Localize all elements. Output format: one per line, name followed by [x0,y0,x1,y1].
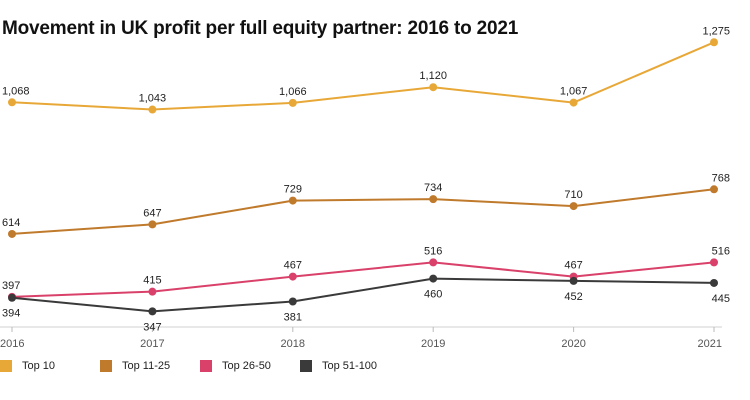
x-tick-label: 2020 [561,338,585,350]
legend-item-top-10: Top 10 [0,360,55,372]
data-label-top-26-50: 467 [564,260,582,272]
data-point-top-11-25 [569,202,578,211]
data-label-top-11-25: 768 [712,172,730,184]
data-label-top-10: 1,120 [419,70,447,82]
data-point-top-11-25 [148,220,157,229]
data-label-top-51-100: 460 [424,289,442,301]
data-label-top-11-25: 647 [143,207,161,219]
legend-label: Top 51-100 [322,360,378,372]
data-label-top-51-100: 445 [712,293,730,305]
data-point-top-10 [288,98,297,107]
legend-swatch [200,360,212,372]
data-point-top-11-25 [710,185,718,194]
x-tick-label: 2016 [0,338,24,350]
data-label-top-11-25: 734 [424,182,442,194]
data-point-top-10 [710,38,718,47]
series-line-top-11-25 [11,188,715,235]
data-point-top-26-50 [429,258,438,267]
data-label-top-51-100: 347 [143,321,161,333]
x-tick-label: 2021 [698,338,722,350]
data-point-top-26-50 [148,287,157,296]
x-tick-label: 2019 [421,338,445,350]
data-label-top-26-50: 415 [143,275,161,287]
legend-label: Top 11-25 [122,360,171,372]
data-label-top-51-100: 381 [284,312,302,324]
data-point-top-11-25 [288,196,297,205]
data-label-top-10: 1,275 [702,25,730,37]
legend-swatch [100,360,112,372]
data-label-top-10: 1,066 [279,86,307,98]
legend-label: Top 10 [22,360,56,372]
x-tick-label: 2018 [281,338,305,350]
legend-swatch [300,360,312,372]
data-point-top-51-100 [288,297,297,306]
legend-item-top-26-50: Top 26-50 [200,360,271,372]
x-tick-label: 2017 [140,338,164,350]
data-label-top-51-100: 394 [2,308,20,320]
legend-item-top-51-100: Top 51-100 [300,360,377,372]
data-point-top-51-100 [429,274,438,283]
data-label-top-10: 1,043 [139,93,167,105]
chart-title: Movement in UK profit per full equity pa… [2,18,519,39]
data-point-top-51-100 [569,276,578,285]
data-point-top-26-50 [710,258,718,267]
data-point-top-26-50 [288,272,297,281]
series-line-top-26-50 [11,261,715,298]
data-point-top-51-100 [8,293,16,302]
data-point-top-10 [8,98,16,107]
data-label-top-11-25: 729 [284,184,302,196]
data-label-top-26-50: 516 [424,245,442,257]
data-point-top-51-100 [148,307,157,316]
data-label-top-26-50: 397 [2,280,20,292]
series-line-top-10 [11,41,715,111]
data-point-top-10 [429,83,438,92]
data-label-top-11-25: 614 [2,217,20,229]
data-label-top-10: 1,068 [2,85,30,97]
data-label-top-10: 1,067 [560,86,588,98]
data-label-top-51-100: 452 [564,291,582,303]
legend-swatch [0,360,12,372]
data-point-top-10 [148,105,157,114]
legend-item-top-11-25: Top 11-25 [100,360,170,372]
data-label-top-26-50: 516 [712,245,730,257]
data-point-top-11-25 [8,229,16,238]
data-point-top-51-100 [710,278,718,287]
data-label-top-11-25: 710 [564,189,582,201]
legend-label: Top 26-50 [222,360,271,372]
data-point-top-10 [569,98,578,107]
data-label-top-26-50: 467 [284,260,302,272]
data-point-top-11-25 [429,195,438,204]
series-line-top-51-100 [11,277,715,313]
